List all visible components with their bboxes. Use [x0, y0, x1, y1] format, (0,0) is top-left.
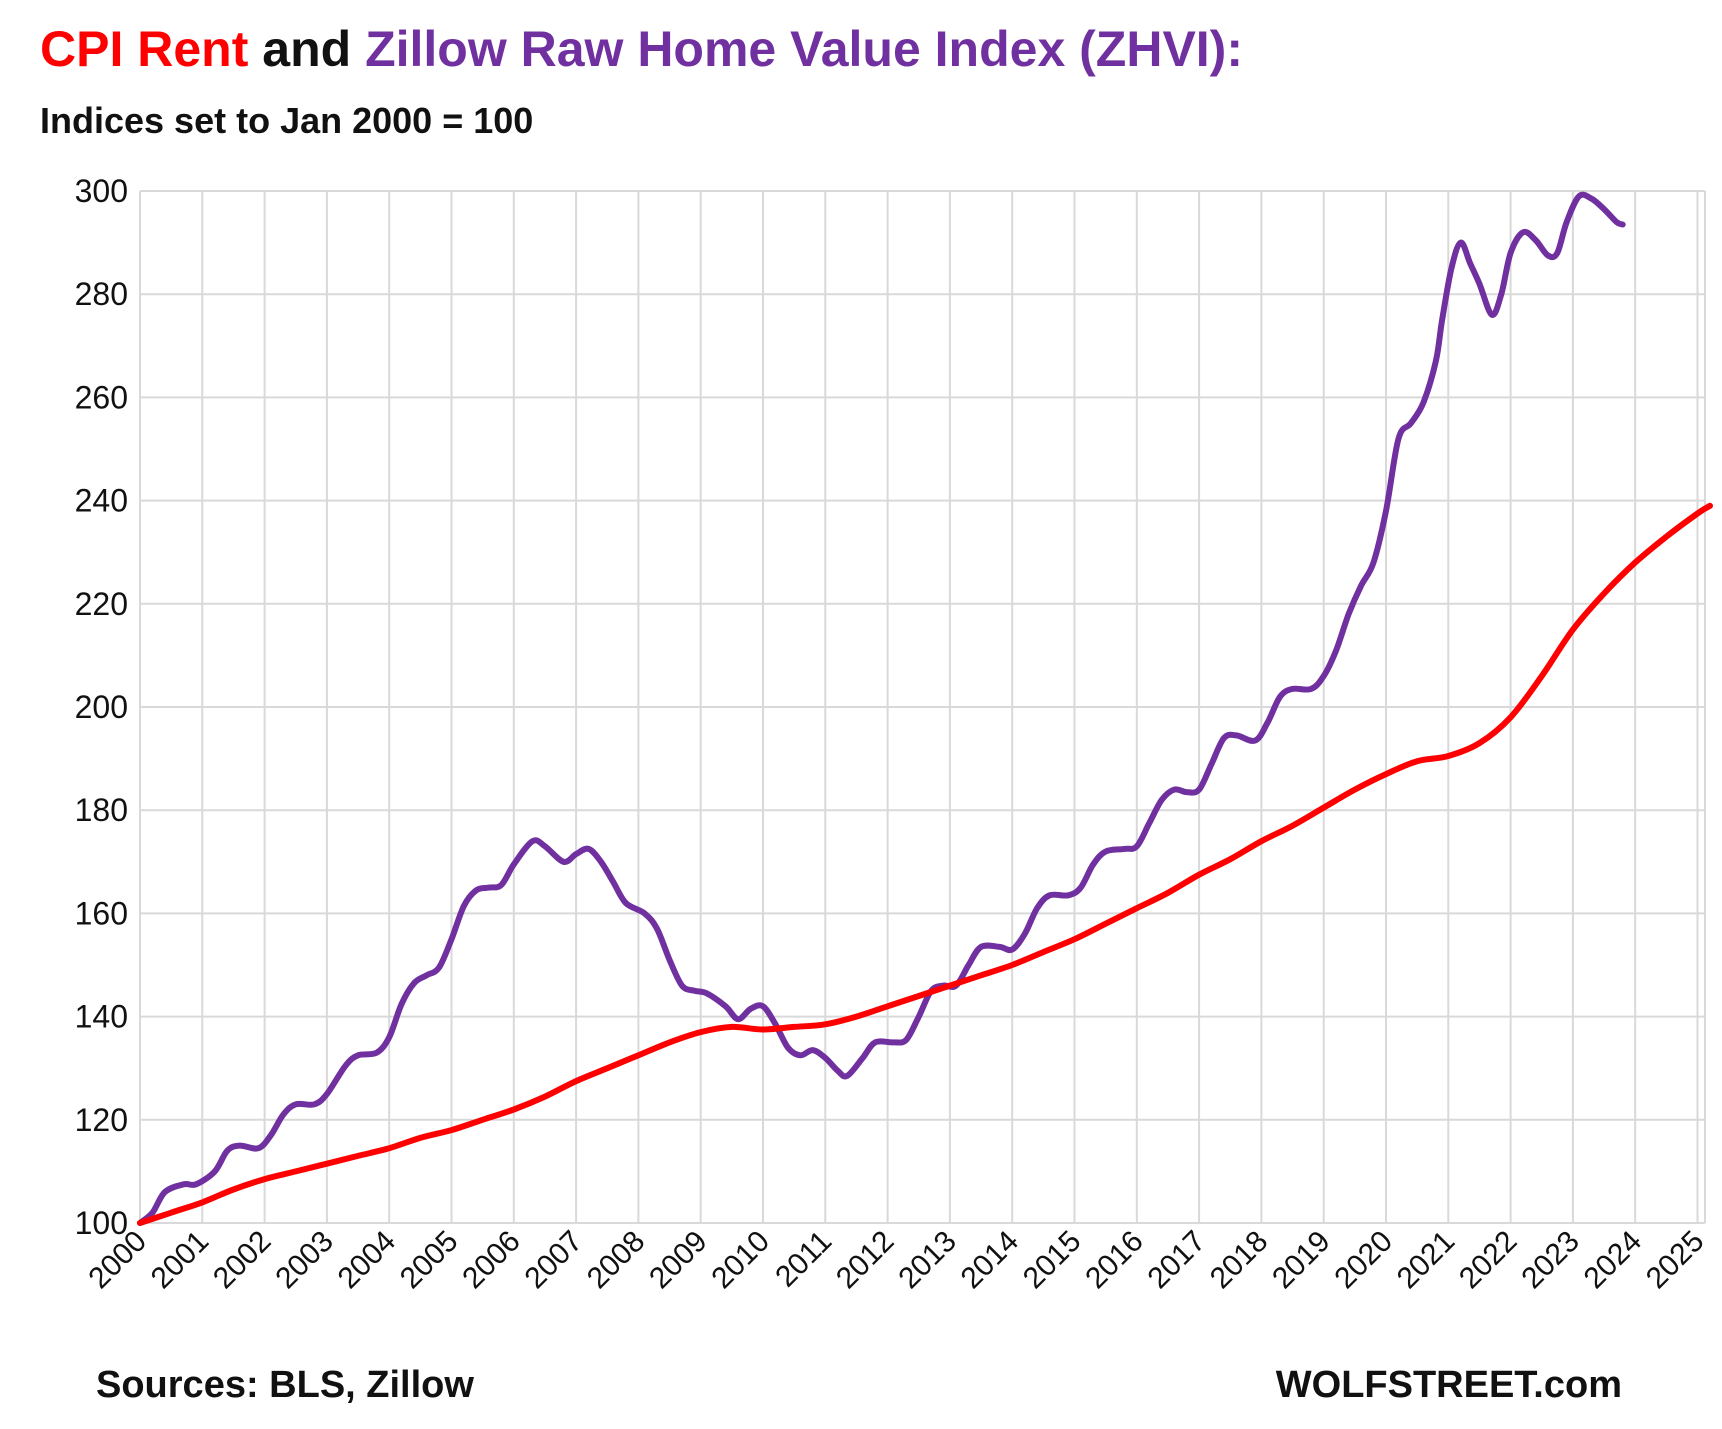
x-tick-label: 2015 — [1017, 1225, 1088, 1296]
y-tick-label: 100 — [75, 1205, 128, 1241]
y-tick-label: 300 — [75, 173, 128, 209]
x-tick-label: 2020 — [1328, 1225, 1399, 1296]
y-tick-label: 280 — [75, 276, 128, 312]
title-and: and — [262, 21, 352, 77]
x-tick-label: 2012 — [830, 1225, 901, 1296]
x-tick-label: 2025 — [1640, 1225, 1711, 1296]
title-zhvi: Zillow Raw Home Value Index (ZHVI): — [365, 21, 1243, 77]
x-tick-label: 2018 — [1204, 1225, 1275, 1296]
y-tick-label: 160 — [75, 895, 128, 931]
sources-note: Sources: BLS, Zillow — [96, 1364, 474, 1406]
y-tick-label: 140 — [75, 999, 128, 1035]
x-tick-label: 2017 — [1142, 1225, 1213, 1296]
x-tick-label: 2021 — [1391, 1225, 1462, 1296]
x-tick-label: 2003 — [269, 1225, 340, 1296]
series-line-zhvi — [137, 191, 1626, 1226]
x-tick-label: 2004 — [332, 1225, 403, 1296]
x-tick-label: 2022 — [1453, 1225, 1524, 1296]
brand-watermark: WOLFSTREET.com — [1275, 1364, 1622, 1406]
chart-title: CPI Rent and Zillow Raw Home Value Index… — [40, 20, 1243, 78]
x-tick-label: 2006 — [456, 1225, 527, 1296]
x-tick-label: 2008 — [581, 1225, 652, 1296]
y-tick-label: 260 — [75, 379, 128, 415]
x-tick-label: 2014 — [955, 1225, 1026, 1296]
x-tick-label: 2010 — [705, 1225, 776, 1296]
y-tick-label: 180 — [75, 792, 128, 828]
x-tick-label: 2009 — [643, 1225, 714, 1296]
x-tick-label: 2013 — [892, 1225, 963, 1296]
x-tick-label: 2005 — [394, 1225, 465, 1296]
x-tick-label: 2011 — [769, 1225, 838, 1294]
y-tick-label: 220 — [75, 586, 128, 622]
chart-subtitle: Indices set to Jan 2000 = 100 — [40, 100, 534, 141]
y-tick-label: 120 — [75, 1102, 128, 1138]
x-tick-label: 2007 — [519, 1225, 590, 1296]
x-tick-label: 2002 — [207, 1225, 278, 1296]
title-rent: CPI Rent — [40, 21, 249, 77]
series-line-cpi-rent — [137, 502, 1713, 1226]
series — [137, 191, 1713, 1226]
x-tick-label: 2019 — [1266, 1225, 1337, 1296]
y-tick-label: 200 — [75, 689, 128, 725]
x-tick-label: 2023 — [1515, 1225, 1586, 1296]
x-tick-label: 2024 — [1578, 1225, 1649, 1296]
grid — [139, 190, 1706, 1224]
x-tick-label: 2016 — [1079, 1225, 1150, 1296]
y-tick-label: 240 — [75, 483, 128, 519]
x-tick-label: 2001 — [145, 1225, 216, 1296]
axes: 1001201401601802002202402602803002000200… — [75, 173, 1711, 1295]
